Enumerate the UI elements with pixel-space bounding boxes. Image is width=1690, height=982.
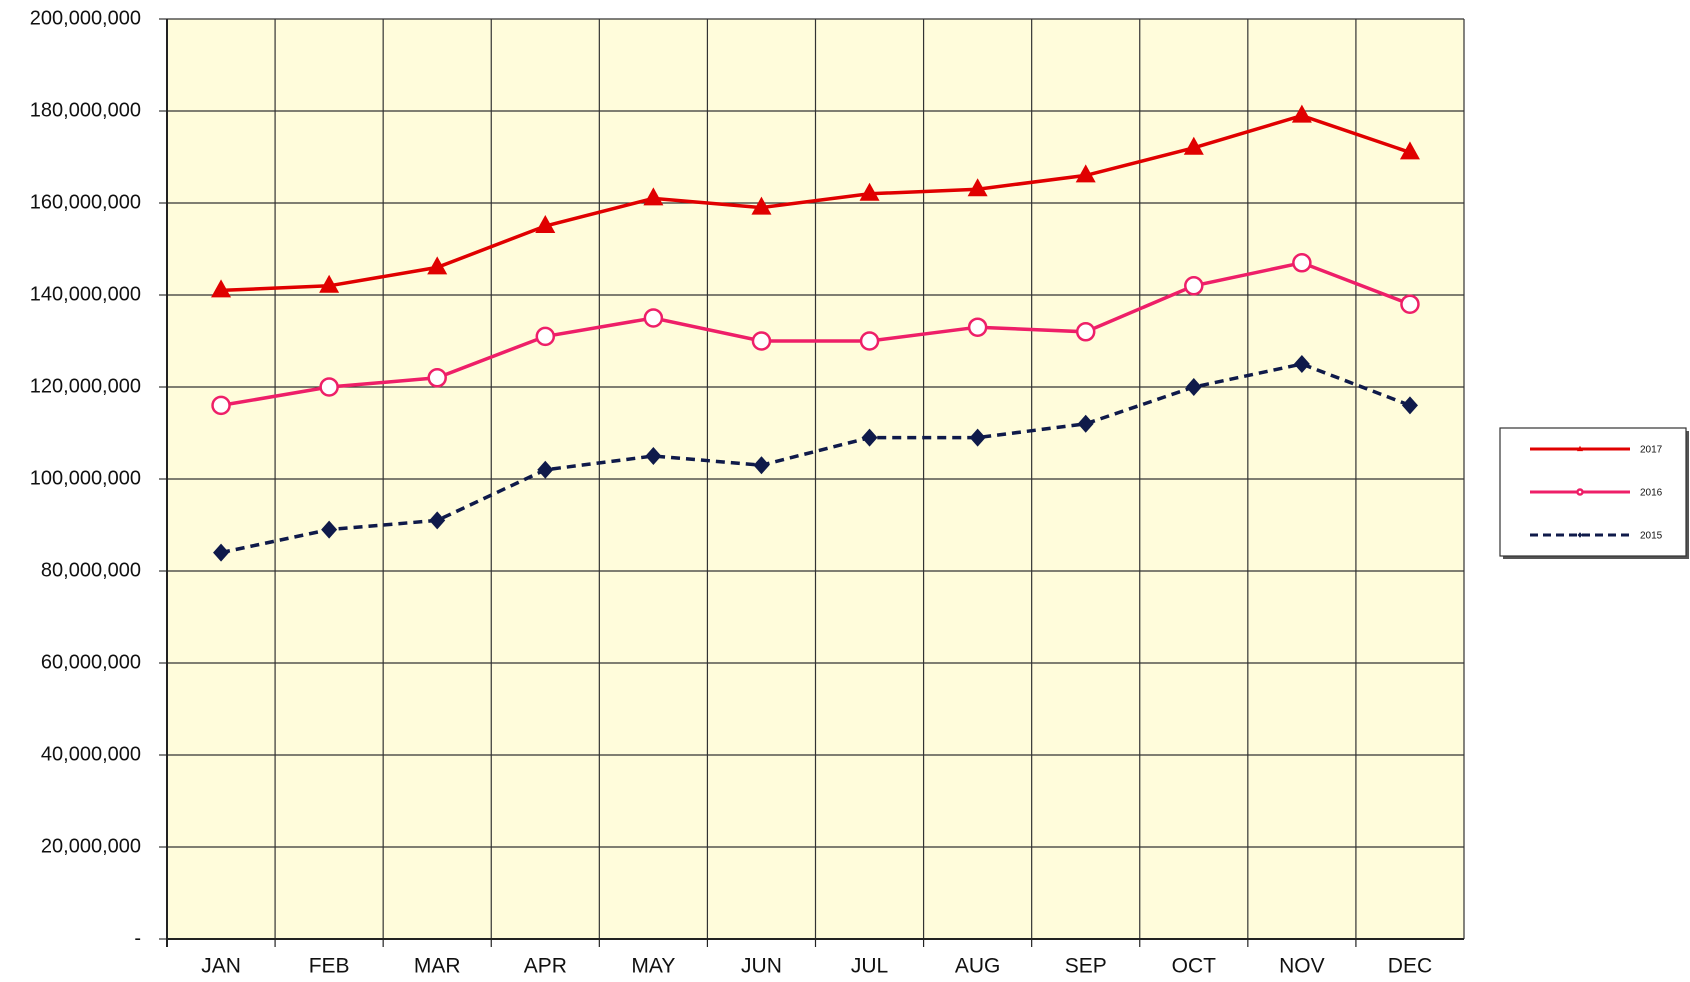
point-marker bbox=[1292, 253, 1312, 273]
series-line bbox=[220, 113, 1411, 293]
x-tick-label: MAR bbox=[414, 955, 461, 978]
point-marker bbox=[1185, 378, 1202, 396]
point-marker bbox=[861, 428, 878, 447]
x-tick-label: SEP bbox=[1065, 955, 1107, 978]
x-tick-label: NOV bbox=[1279, 955, 1325, 978]
point-marker bbox=[1183, 136, 1204, 155]
y-tick-label: 100,000,000 bbox=[30, 467, 141, 489]
point-marker bbox=[859, 331, 880, 351]
point-marker bbox=[1291, 104, 1312, 123]
y-tick-label: - bbox=[134, 927, 141, 949]
point-marker bbox=[751, 331, 772, 351]
x-tick-label: MAY bbox=[631, 955, 675, 978]
point-marker bbox=[753, 456, 770, 475]
point-marker bbox=[429, 511, 446, 530]
legend-label: 2015 bbox=[1640, 531, 1663, 542]
point-marker bbox=[535, 215, 556, 233]
legend-label: 2016 bbox=[1640, 488, 1663, 499]
x-tick-label: APR bbox=[524, 955, 567, 978]
point-marker bbox=[537, 460, 554, 479]
legend-item: 2016 bbox=[1530, 488, 1663, 499]
point-marker bbox=[1401, 396, 1418, 415]
x-tick-label: OCT bbox=[1172, 955, 1217, 978]
point-marker bbox=[859, 182, 880, 201]
point-marker bbox=[1577, 445, 1583, 452]
legend-item: 2015 bbox=[1530, 531, 1663, 542]
point-marker bbox=[967, 178, 988, 197]
y-tick-label: 120,000,000 bbox=[30, 375, 141, 397]
point-marker bbox=[427, 256, 448, 275]
point-marker bbox=[969, 428, 986, 447]
point-marker bbox=[211, 279, 232, 298]
point-marker bbox=[967, 317, 988, 337]
y-tick-label: 160,000,000 bbox=[30, 191, 141, 213]
point-marker bbox=[1577, 532, 1583, 538]
point-marker bbox=[643, 308, 664, 328]
point-marker bbox=[645, 447, 662, 465]
point-marker bbox=[1075, 322, 1096, 342]
y-tick-label: 40,000,000 bbox=[41, 743, 141, 765]
x-tick-label: JUN bbox=[741, 955, 782, 978]
point-marker bbox=[751, 196, 772, 215]
point-marker bbox=[319, 377, 339, 397]
series-line bbox=[220, 362, 1411, 555]
point-marker bbox=[1400, 294, 1420, 314]
x-tick-label: FEB bbox=[309, 955, 350, 978]
y-tick-label: 180,000,000 bbox=[30, 99, 141, 121]
y-tick-label: 140,000,000 bbox=[30, 283, 141, 305]
x-tick-label: AUG bbox=[955, 955, 1001, 978]
point-marker bbox=[1399, 141, 1420, 160]
point-marker bbox=[319, 274, 340, 293]
point-marker bbox=[321, 520, 338, 539]
y-tick-label: 60,000,000 bbox=[41, 651, 141, 673]
y-tick-label: 20,000,000 bbox=[41, 835, 141, 857]
point-marker bbox=[213, 543, 230, 562]
point-marker bbox=[1576, 488, 1584, 496]
x-tick-label: JAN bbox=[201, 955, 241, 978]
point-marker bbox=[535, 326, 556, 347]
series-line bbox=[220, 260, 1411, 408]
y-tick-label: 80,000,000 bbox=[41, 559, 141, 581]
y-tick-label: 200,000,000 bbox=[30, 7, 141, 29]
point-marker bbox=[1075, 164, 1096, 183]
point-marker bbox=[1077, 414, 1094, 433]
legend-label: 2017 bbox=[1640, 445, 1663, 456]
point-marker bbox=[1293, 355, 1310, 373]
point-marker bbox=[643, 187, 664, 206]
point-marker bbox=[211, 395, 231, 416]
point-marker bbox=[1184, 276, 1204, 296]
legend-item: 2017 bbox=[1530, 445, 1663, 456]
point-marker bbox=[427, 368, 447, 388]
x-tick-label: DEC bbox=[1388, 955, 1432, 978]
x-tick-label: JUL bbox=[851, 955, 888, 978]
